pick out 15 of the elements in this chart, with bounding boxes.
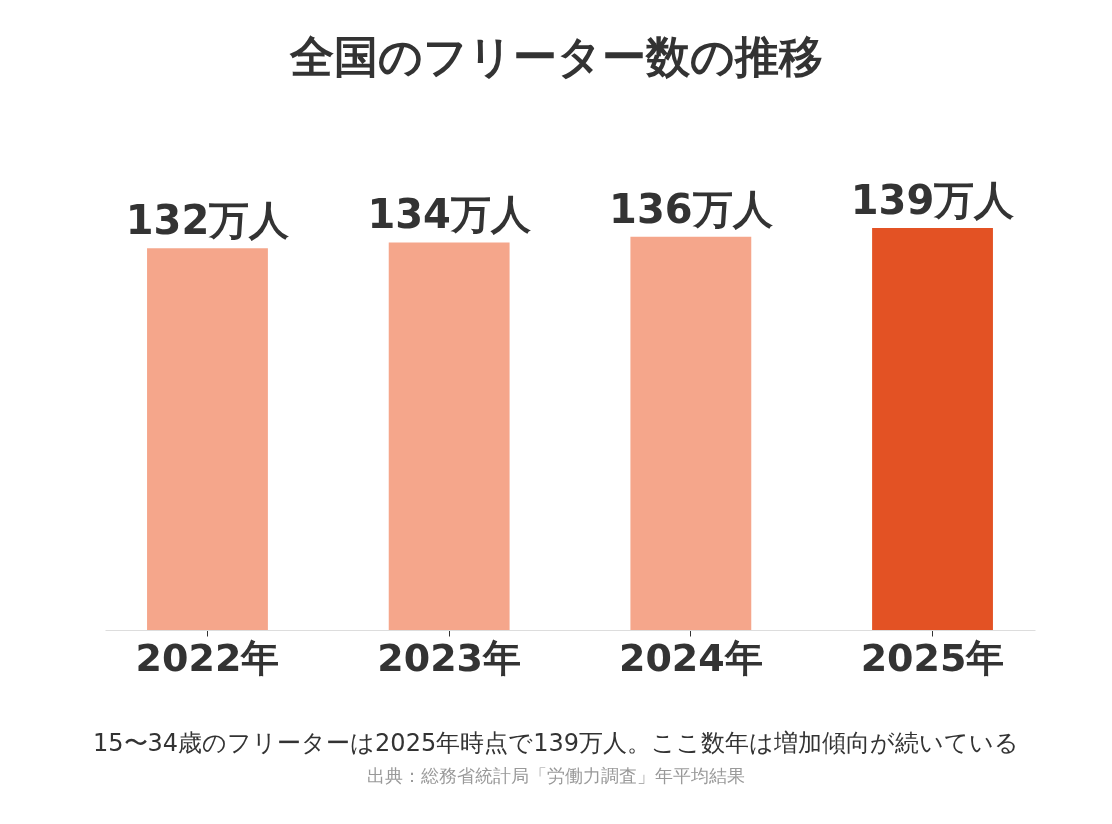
data-label: 139万人 bbox=[850, 177, 1016, 223]
source-note: 出典：総務省統計局「労働力調査」年平均結果 bbox=[366, 764, 746, 788]
x-tick-label: 2025年 bbox=[860, 635, 1005, 680]
chart-title: 全国のフリーター数の推移 bbox=[288, 30, 824, 84]
text: 15〜34歳のフリーターは2025年時点で139万人。ここ数年は増加傾向が続いている bbox=[92, 728, 1020, 759]
x-tick-label: 2022年 bbox=[135, 635, 280, 680]
data-label: 132万人 bbox=[125, 197, 291, 244]
x-tick-label: 2024年 bbox=[618, 635, 763, 680]
bar bbox=[872, 228, 993, 630]
bar bbox=[388, 242, 510, 630]
x-tick-label: 2023年 bbox=[377, 635, 522, 680]
data-label: 136万人 bbox=[609, 185, 774, 232]
data-label: 134万人 bbox=[367, 191, 532, 238]
bar bbox=[630, 236, 752, 630]
bar bbox=[147, 248, 268, 630]
